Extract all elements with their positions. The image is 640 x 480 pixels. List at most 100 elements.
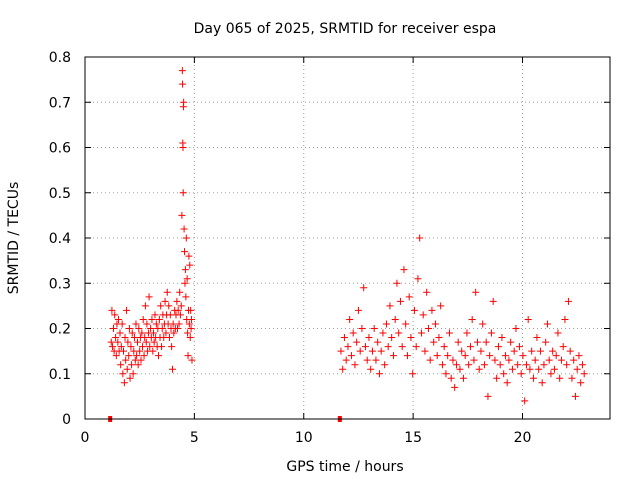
data-point: [129, 370, 137, 378]
data-point: [573, 365, 581, 373]
data-point: [117, 343, 125, 351]
data-point: [179, 80, 187, 88]
data-point: [430, 338, 438, 346]
data-point: [162, 329, 170, 337]
data-point: [564, 297, 572, 305]
data-point: [339, 365, 347, 373]
data-point: [412, 343, 420, 351]
data-point: [524, 315, 532, 323]
data-point: [540, 361, 548, 369]
data-point: [169, 320, 177, 328]
data-point: [428, 306, 436, 314]
data-point: [155, 315, 163, 323]
grid-layer: [85, 57, 610, 419]
data-point: [182, 293, 190, 301]
data-point: [449, 356, 457, 364]
data-point: [363, 356, 371, 364]
data-point: [125, 352, 133, 360]
data-point: [145, 293, 153, 301]
chart-title: Day 065 of 2025, SRMTID for receiver esp…: [194, 21, 497, 37]
data-point: [389, 352, 397, 360]
x-axis-label: GPS time / hours: [286, 459, 403, 475]
data-point: [543, 320, 551, 328]
data-point: [508, 365, 516, 373]
data-point: [181, 248, 189, 256]
data-point: [186, 261, 194, 269]
data-point: [147, 325, 155, 332]
data-point: [161, 297, 169, 305]
data-point: [402, 320, 410, 328]
data-point: [566, 347, 574, 355]
data-point: [414, 275, 422, 283]
data-point: [395, 329, 403, 337]
data-point: [168, 343, 176, 351]
data-point: [184, 329, 192, 337]
y-tick-label: 0.8: [49, 50, 71, 66]
data-point: [111, 311, 119, 319]
data-point: [421, 347, 429, 355]
data-point: [138, 329, 146, 337]
data-point: [375, 370, 383, 378]
data-point: [384, 343, 392, 351]
data-point: [136, 347, 144, 355]
data-point: [361, 343, 369, 351]
data-point: [107, 338, 115, 346]
data-point: [188, 315, 196, 323]
data-point: [447, 374, 455, 382]
data-point: [468, 315, 476, 323]
data-point: [169, 365, 176, 373]
data-point: [417, 329, 425, 337]
data-point: [465, 361, 473, 369]
data-point: [550, 365, 558, 373]
data-point: [174, 325, 182, 332]
data-point: [517, 370, 525, 378]
y-tick-label: 0.1: [49, 367, 71, 383]
data-point: [360, 284, 368, 292]
data-point: [410, 306, 418, 314]
data-point: [188, 356, 196, 364]
data-point: [498, 334, 506, 342]
data-point: [149, 329, 157, 337]
data-point: [143, 320, 151, 328]
data-point: [571, 392, 579, 400]
data-point: [529, 374, 537, 382]
y-tick-label: 0.6: [49, 141, 71, 157]
data-point: [556, 374, 564, 382]
data-point: [426, 356, 434, 364]
data-point: [494, 343, 502, 351]
data-point: [484, 392, 492, 400]
data-point: [135, 325, 143, 332]
axes: 0 0.1 0.2 0.3 0.4 0.5 0.6 0.7 0.8 0 5 10 15 20: [49, 50, 611, 446]
data-point: [487, 329, 495, 337]
data-point: [515, 343, 523, 351]
data-point: [119, 370, 127, 378]
data-point: [347, 352, 355, 360]
data-point: [127, 343, 135, 351]
data-point: [151, 311, 159, 319]
data-point: [578, 361, 586, 369]
data-point: [120, 379, 128, 387]
y-tick-label: 0.5: [49, 186, 71, 202]
data-point: [342, 356, 350, 364]
data-point: [561, 315, 569, 323]
data-point: [386, 302, 394, 310]
y-tick-label: 0.4: [49, 231, 71, 247]
data-point: [351, 361, 359, 369]
data-point: [505, 356, 513, 364]
data-point: [440, 343, 448, 351]
data-point: [114, 315, 122, 323]
data-point: [382, 320, 390, 328]
data-point: [459, 374, 467, 382]
data-point: [152, 320, 160, 328]
x-tick-label: 10: [295, 430, 313, 446]
data-point: [552, 352, 560, 360]
data-point: [458, 347, 466, 355]
data-point: [409, 370, 417, 378]
data-point: [475, 365, 483, 373]
data-point: [563, 361, 571, 369]
data-point: [444, 352, 452, 360]
data-point: [178, 67, 186, 75]
data-point: [538, 379, 546, 387]
